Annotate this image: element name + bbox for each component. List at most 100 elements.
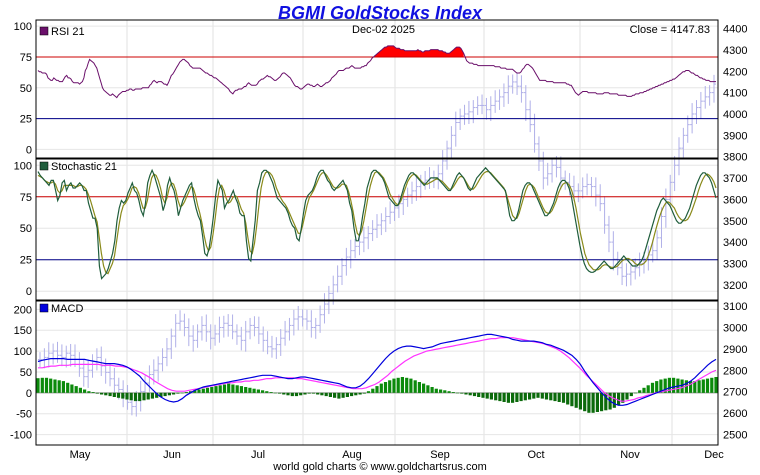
macd-histogram-bar xyxy=(193,390,197,393)
macd-histogram-bar xyxy=(549,392,553,401)
macd-histogram-bar xyxy=(303,392,307,395)
macd-histogram-bar xyxy=(163,392,167,397)
macd-histogram-bar xyxy=(443,390,447,393)
macd-histogram-bar xyxy=(417,382,421,393)
price-y-tick-label: 3000 xyxy=(723,323,747,335)
macd-histogram-bar xyxy=(396,377,400,393)
macd-histogram-bar xyxy=(189,391,193,393)
stoch-y-tick-label: 25 xyxy=(20,255,32,267)
macd-histogram-bar xyxy=(205,387,210,393)
macd-histogram-bar xyxy=(294,392,299,397)
macd-histogram-bar xyxy=(286,392,290,396)
macd-histogram-bar xyxy=(591,392,595,413)
macd-histogram-bar xyxy=(273,392,277,394)
macd-histogram-bar xyxy=(66,382,70,393)
macd-histogram-bar xyxy=(659,379,663,393)
macd-y-tick-label: -50 xyxy=(16,409,32,421)
macd-histogram-bar xyxy=(468,392,472,396)
macd-histogram-bar xyxy=(523,392,527,401)
macd-histogram-bar xyxy=(87,391,91,393)
macd-histogram-bar xyxy=(587,392,591,413)
macd-signal-line xyxy=(38,337,717,402)
macd-histogram-bar xyxy=(621,392,625,403)
price-y-tick-label: 2900 xyxy=(723,344,747,356)
macd-histogram-bar xyxy=(91,392,95,393)
macd-histogram-bar xyxy=(53,379,57,393)
macd-histogram-bar xyxy=(464,392,468,395)
macd-histogram-bar xyxy=(57,380,61,393)
stoch-panel-frame xyxy=(35,158,719,301)
macd-histogram-bar xyxy=(371,388,375,393)
macd-histogram-bar xyxy=(121,392,125,399)
price-y-tick-label: 2600 xyxy=(723,408,747,420)
rsi-y-tick-label: 0 xyxy=(26,144,32,156)
macd-histogram-bar xyxy=(36,378,40,393)
rsi-y-tick-label: 50 xyxy=(20,83,32,95)
labels-layer: 10075502501007550250200150100500-50-1004… xyxy=(10,21,748,461)
macd-histogram-bar xyxy=(511,392,515,403)
macd-histogram-bar xyxy=(392,378,396,393)
macd-panel-frame xyxy=(35,300,719,446)
macd-histogram-bar xyxy=(197,389,201,393)
x-axis-month-label: Nov xyxy=(620,449,640,461)
price-y-tick-label: 3600 xyxy=(723,194,747,206)
macd-histogram-bar xyxy=(388,380,392,393)
macd-histogram-bar xyxy=(167,392,171,396)
macd-histogram-bar xyxy=(74,386,78,393)
stoch-y-tick-label: 75 xyxy=(20,192,32,204)
macd-histogram-bar xyxy=(49,378,53,393)
macd-histogram-bar xyxy=(337,392,341,399)
macd-histogram-bar xyxy=(354,392,358,396)
stoch-y-tick-label: 100 xyxy=(14,160,32,172)
macd-histogram-bar xyxy=(256,389,260,393)
macd-histogram-bar xyxy=(553,392,557,402)
macd-histogram-bar xyxy=(502,392,506,402)
price-y-tick-label: 3300 xyxy=(723,258,747,270)
macd-histogram-bar xyxy=(375,386,379,393)
macd-histogram-bar xyxy=(472,392,477,397)
macd-histogram-bar xyxy=(231,384,235,393)
macd-histogram-bar xyxy=(557,392,561,402)
macd-histogram-bar xyxy=(129,392,133,401)
macd-histogram-bar xyxy=(566,392,570,405)
date-label: Dec-02 2025 xyxy=(352,24,415,36)
rsi-line xyxy=(37,45,716,99)
macd-histogram-bar xyxy=(133,392,138,402)
stochastic-legend-swatch xyxy=(39,161,49,171)
macd-y-tick-label: 100 xyxy=(14,346,32,358)
macd-histogram-bar xyxy=(439,389,443,393)
macd-histogram-bar xyxy=(44,377,49,393)
macd-histogram-bar xyxy=(409,378,413,393)
close-label: Close = 4147.83 xyxy=(630,24,710,36)
macd-histogram-bar xyxy=(142,392,146,401)
macd-histogram-bar xyxy=(311,392,316,394)
macd-histogram-bar xyxy=(693,381,697,393)
macd-line xyxy=(37,333,717,406)
macd-histogram-bar xyxy=(485,392,489,399)
macd-histogram-bar xyxy=(248,387,252,393)
macd-histogram-bar xyxy=(489,392,493,400)
macd-histogram-bar xyxy=(116,392,121,398)
macd-histogram-bar xyxy=(104,392,108,396)
macd-histogram-bar xyxy=(405,377,409,393)
macd-histogram-bar xyxy=(426,385,430,393)
macd-histogram-bar xyxy=(125,392,129,400)
macd-histogram-bar xyxy=(324,392,328,397)
macd-histogram-bar xyxy=(447,391,451,393)
price-y-tick-label: 3900 xyxy=(723,130,747,142)
price-y-tick-label: 3800 xyxy=(723,152,747,164)
macd-histogram-bar xyxy=(244,387,248,393)
price-y-tick-label: 2700 xyxy=(723,387,747,399)
macd-histogram-bar xyxy=(430,387,434,393)
macd-histogram-bar xyxy=(265,391,269,393)
macd-histogram-bar xyxy=(307,392,311,394)
macd-histogram-bar xyxy=(625,392,629,400)
rsi-y-tick-label: 75 xyxy=(20,52,32,64)
macd-histogram-bar xyxy=(519,392,523,402)
macd-histogram-bar xyxy=(299,392,303,396)
macd-histogram-bar xyxy=(604,392,608,411)
x-axis-month-label: Sep xyxy=(430,449,450,461)
macd-histogram-bar xyxy=(379,383,383,393)
macd-histogram-bar xyxy=(642,387,646,393)
